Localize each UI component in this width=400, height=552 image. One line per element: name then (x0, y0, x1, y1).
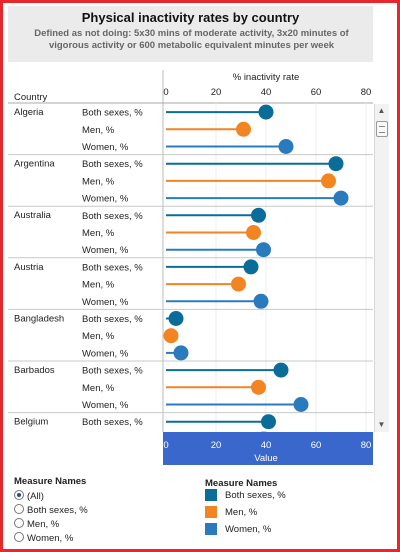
legend-item: Both sexes, % (205, 489, 286, 503)
country-label: Argentina (14, 159, 55, 170)
data-point-both (243, 259, 259, 275)
filter-option[interactable]: (All) (14, 490, 44, 502)
measure-row-label: Both sexes, % (82, 211, 143, 222)
legend-label: Women, % (225, 524, 272, 535)
country-label: Austria (14, 262, 44, 273)
filter-option-label: Women, % (27, 533, 74, 544)
data-point-both (273, 362, 289, 378)
measure-row-label: Men, % (82, 280, 115, 291)
scroll-down-icon[interactable]: ▼ (377, 420, 386, 429)
measure-row-label: Women, % (82, 245, 129, 256)
data-point-women (333, 190, 349, 206)
measure-row-label: Both sexes, % (82, 159, 143, 170)
legend-label: Both sexes, % (225, 490, 286, 501)
bottom-tick-label: 40 (261, 440, 272, 451)
data-point-men (251, 379, 266, 395)
dot-plot-chart: % inactivity rate 0 20 40 60 80 Algeria Both se… (8, 70, 373, 465)
measure-row-label: Both sexes, % (82, 417, 143, 428)
data-point-women (278, 139, 294, 154)
legend-swatch (205, 489, 217, 501)
top-axis-label: % inactivity rate (233, 72, 300, 83)
measure-row-label: Both sexes, % (82, 366, 143, 377)
measure-row-label: Both sexes, % (82, 108, 143, 119)
bottom-axis-bar (163, 432, 373, 465)
data-point-women (256, 242, 271, 258)
bottom-tick-label: 60 (311, 440, 322, 451)
legend-swatch (205, 506, 217, 518)
rows-group: Algeria Both sexes, % Men, % Women, % Argent… (8, 104, 373, 445)
data-point-men (246, 225, 261, 240)
measure-row-label: Men, % (82, 176, 115, 187)
data-point-men (236, 121, 251, 137)
measure-row-label: Men, % (82, 331, 115, 342)
country-label: Algeria (14, 107, 44, 118)
data-point-both (251, 207, 266, 223)
vertical-scrollbar[interactable] (374, 104, 389, 432)
data-point-women (293, 397, 309, 412)
legend-label: Men, % (225, 507, 258, 518)
data-point-both (328, 156, 344, 172)
measure-row-label: Women, % (82, 194, 129, 205)
legend-title: Measure Names (205, 478, 278, 489)
radio-button[interactable] (14, 504, 24, 514)
chart-subtitle: Defined as not doing: 5x30 mins of moder… (34, 28, 349, 51)
data-point-both (261, 414, 276, 430)
measure-row-label: Men, % (82, 383, 115, 394)
filter-option[interactable]: Both sexes, % (14, 504, 88, 516)
radio-button[interactable] (14, 490, 24, 500)
data-point-men (231, 276, 246, 292)
radio-button[interactable] (14, 532, 24, 542)
filter-option[interactable]: Women, % (14, 532, 73, 544)
measure-row-label: Women, % (82, 400, 129, 411)
legend-item: Men, % (205, 506, 257, 520)
measure-row-label: Men, % (82, 434, 115, 445)
country-label: Belgium (14, 417, 48, 428)
measure-row-label: Women, % (82, 297, 129, 308)
filter-option-label: Both sexes, % (27, 505, 88, 516)
legend-swatch (205, 523, 217, 535)
measure-row-label: Women, % (82, 348, 129, 359)
data-point-men (163, 328, 179, 344)
measure-row-label: Men, % (82, 228, 115, 239)
filter-option[interactable]: Men, % (14, 518, 59, 530)
measure-row-label: Men, % (82, 125, 115, 136)
radio-button[interactable] (14, 518, 24, 528)
measure-row-label: Both sexes, % (82, 314, 143, 325)
measure-row-label: Women, % (82, 142, 129, 153)
bottom-tick-label: 20 (211, 440, 222, 451)
top-tick-label: 40 (261, 87, 272, 98)
bottom-tick-label: 80 (361, 440, 372, 451)
top-tick-label: 60 (311, 87, 322, 98)
top-tick-label: 0 (163, 87, 168, 98)
title-panel: Physical inactivity rates by country Def… (8, 6, 373, 62)
top-tick-label: 20 (211, 87, 222, 98)
scroll-up-icon[interactable]: ▲ (377, 106, 386, 115)
data-point-women (173, 345, 189, 361)
data-point-men (260, 431, 267, 432)
data-point-both (258, 104, 274, 120)
legend-item: Women, % (205, 523, 271, 537)
chart-title: Physical inactivity rates by country (81, 10, 300, 25)
scroll-thumb[interactable] (376, 121, 388, 137)
filter-option-label: Men, % (27, 519, 60, 530)
data-point-women (253, 293, 269, 309)
top-tick-label: 80 (361, 87, 372, 98)
country-label: Barbados (14, 365, 55, 376)
country-column-header: Country (14, 92, 48, 103)
bottom-tick-label: 0 (163, 440, 168, 451)
country-label: Bangladesh (14, 313, 64, 324)
country-label: Australia (14, 210, 52, 221)
filter-title: Measure Names (14, 476, 87, 487)
data-point-both (168, 311, 184, 326)
filter-option-label: (All) (27, 491, 44, 502)
data-point-men (321, 173, 336, 189)
bottom-axis-label: Value (254, 453, 278, 464)
measure-row-label: Both sexes, % (82, 262, 143, 273)
